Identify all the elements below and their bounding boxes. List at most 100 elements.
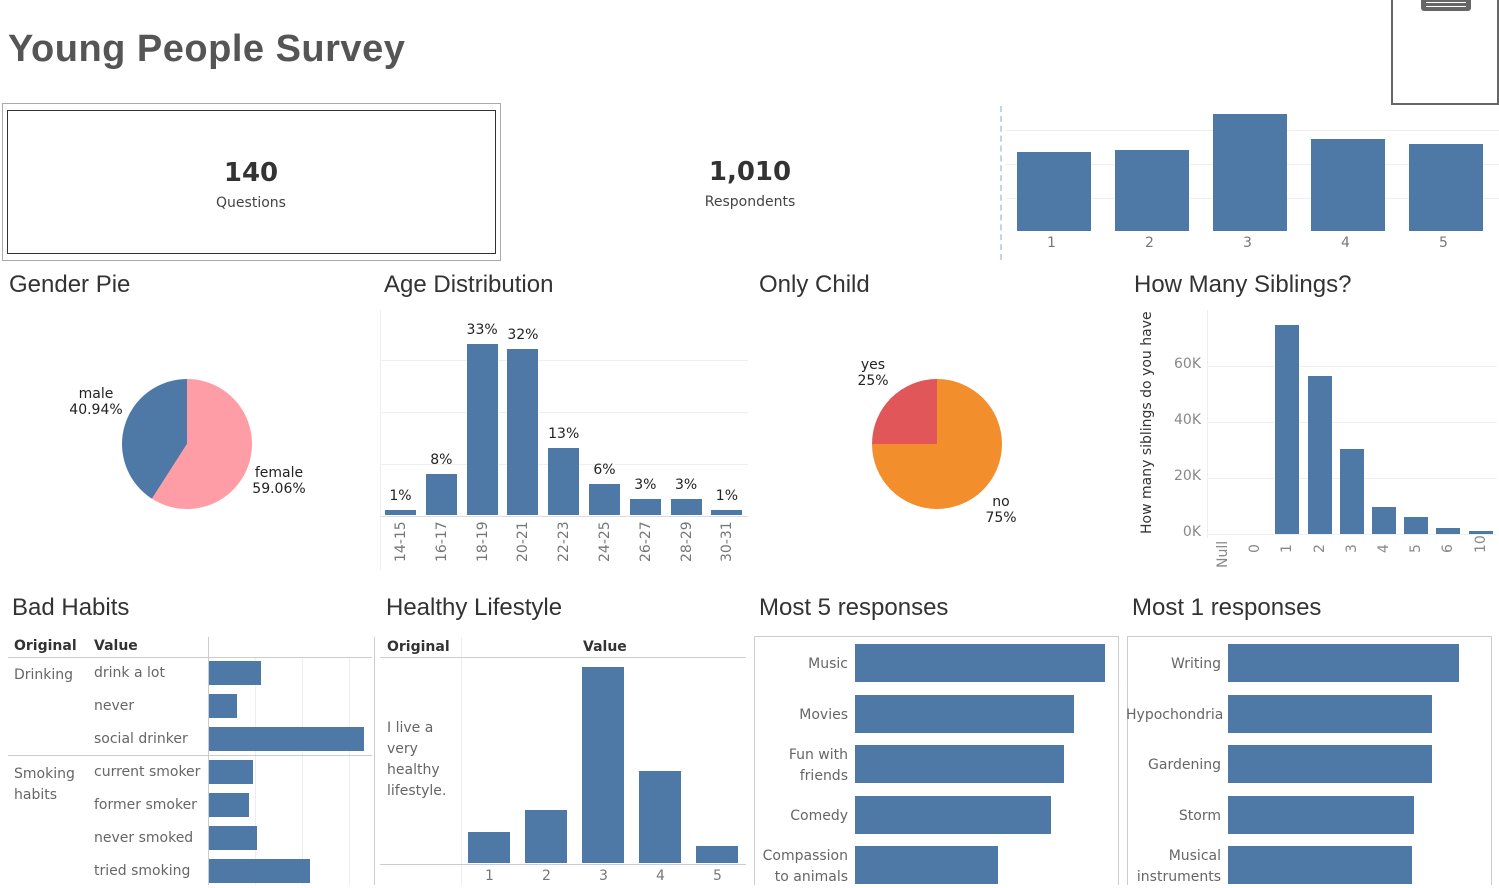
pie-slice-no[interactable]	[872, 379, 1002, 509]
bar[interactable]	[425, 473, 457, 515]
kpi-questions-card[interactable]: 140 Questions	[2, 103, 501, 261]
row-label: Fun with friends	[788, 747, 848, 784]
y-tick-label: 60K	[1174, 356, 1201, 372]
divider	[208, 637, 209, 885]
x-tick-label: 5	[1408, 544, 1425, 553]
section-title-most1: Most 1 responses	[1132, 594, 1322, 621]
x-tick-label: 1	[1279, 544, 1296, 553]
bar[interactable]	[385, 509, 416, 515]
row-label: Gardening	[1148, 757, 1221, 773]
pie-slice-male[interactable]	[122, 379, 187, 499]
pie-slice-yes[interactable]	[872, 379, 937, 444]
bar[interactable]	[1213, 114, 1287, 231]
section-title-only-child: Only Child	[759, 271, 870, 298]
x-tick-label: 10	[1472, 535, 1489, 553]
gridline	[302, 658, 303, 885]
bar[interactable]	[1436, 528, 1461, 534]
bar[interactable]	[855, 846, 998, 884]
healthy-lifestyle-chart: Original Value I live a very healthy lifes…	[374, 630, 746, 885]
bar[interactable]	[1228, 644, 1459, 682]
bar[interactable]	[466, 344, 498, 515]
bar[interactable]	[582, 667, 624, 863]
bar[interactable]	[209, 694, 237, 718]
x-tick-label: 3	[1243, 235, 1252, 251]
bar[interactable]	[1228, 694, 1432, 733]
age-distribution-chart: 1% 14-15 8% 16-17 33% 18-19 32% 20-21 13% 22-23 6%…	[380, 310, 748, 570]
bar[interactable]	[711, 509, 743, 515]
pie-label-no: no 75%	[985, 494, 1017, 526]
x-tick-label: 22-23	[556, 521, 573, 562]
bar[interactable]	[696, 846, 738, 863]
gridline	[255, 658, 256, 885]
gridline	[1207, 422, 1497, 423]
bar[interactable]	[1409, 144, 1483, 231]
bar[interactable]	[1228, 745, 1432, 783]
drag-handle-icon[interactable]	[1421, 0, 1471, 11]
row-label: never smoked	[94, 830, 194, 846]
bar[interactable]	[1307, 376, 1332, 534]
bar[interactable]	[209, 793, 249, 817]
bar[interactable]	[209, 826, 257, 850]
bar[interactable]	[525, 810, 567, 863]
kpi-respondents-card[interactable]: 1,010 Respondents	[502, 103, 999, 261]
row-label: never	[94, 698, 135, 714]
section-title-siblings: How Many Siblings?	[1134, 271, 1352, 298]
bar[interactable]	[209, 661, 261, 685]
x-tick-label: 26-27	[637, 521, 654, 562]
page-title: Young People Survey	[8, 28, 406, 70]
divider	[8, 755, 372, 756]
bar[interactable]	[1275, 325, 1300, 534]
y-tick-label: 20K	[1174, 468, 1201, 484]
row-label: Movies	[799, 706, 848, 723]
bar[interactable]	[855, 644, 1105, 682]
x-tick-label: 1	[1047, 235, 1056, 251]
bar[interactable]	[1372, 507, 1396, 534]
kpi-value: 1,010	[708, 157, 792, 187]
x-tick-label: 28-29	[678, 521, 695, 562]
data-label: 8%	[430, 451, 453, 468]
y-axis-title: How many siblings do you have	[1139, 311, 1155, 534]
siblings-chart: How many siblings do you have 0K 20K 40K 60K…	[1125, 310, 1499, 580]
pie-label-female: female 59.06%	[252, 465, 306, 497]
kpi-value: 140	[223, 158, 279, 188]
bar[interactable]	[1115, 150, 1189, 231]
bar[interactable]	[209, 727, 364, 751]
section-title-gender: Gender Pie	[9, 271, 131, 298]
bar[interactable]	[1017, 152, 1091, 231]
y-tick-label: 0K	[1182, 524, 1201, 540]
x-tick-label: 4	[1341, 235, 1350, 251]
legend-panel[interactable]	[1391, 0, 1499, 105]
bar[interactable]	[209, 859, 310, 883]
bar[interactable]	[855, 694, 1074, 733]
gridline	[381, 412, 748, 413]
bar[interactable]	[1228, 846, 1412, 884]
bar[interactable]	[589, 483, 620, 515]
kpi-label: Questions	[216, 195, 286, 211]
x-tick-label: 0	[1247, 544, 1264, 553]
bar[interactable]	[507, 349, 539, 515]
data-label: 3%	[634, 477, 657, 494]
row-label: tried smoking	[94, 863, 191, 879]
bar[interactable]	[1468, 530, 1493, 534]
row-label: Music	[808, 656, 848, 672]
bar[interactable]	[629, 499, 661, 515]
bar[interactable]	[1339, 448, 1364, 534]
row-label: drink a lot	[94, 665, 165, 681]
column-header: Value	[94, 638, 138, 654]
bar[interactable]	[468, 832, 510, 863]
bar[interactable]	[1228, 795, 1414, 834]
x-tick-label: 20-21	[515, 521, 532, 562]
bar[interactable]	[1404, 517, 1429, 534]
bar[interactable]	[855, 795, 1051, 834]
bar[interactable]	[855, 745, 1064, 783]
bar[interactable]	[639, 771, 681, 863]
bar[interactable]	[548, 447, 580, 515]
data-label: 6%	[593, 461, 616, 478]
y-axis	[1207, 310, 1208, 538]
data-label: 32%	[507, 327, 539, 344]
pie-slice-female[interactable]	[151, 379, 253, 509]
bar[interactable]	[1311, 139, 1385, 231]
bar[interactable]	[670, 499, 702, 515]
bar[interactable]	[209, 760, 253, 784]
x-tick-label: 1	[485, 868, 494, 884]
